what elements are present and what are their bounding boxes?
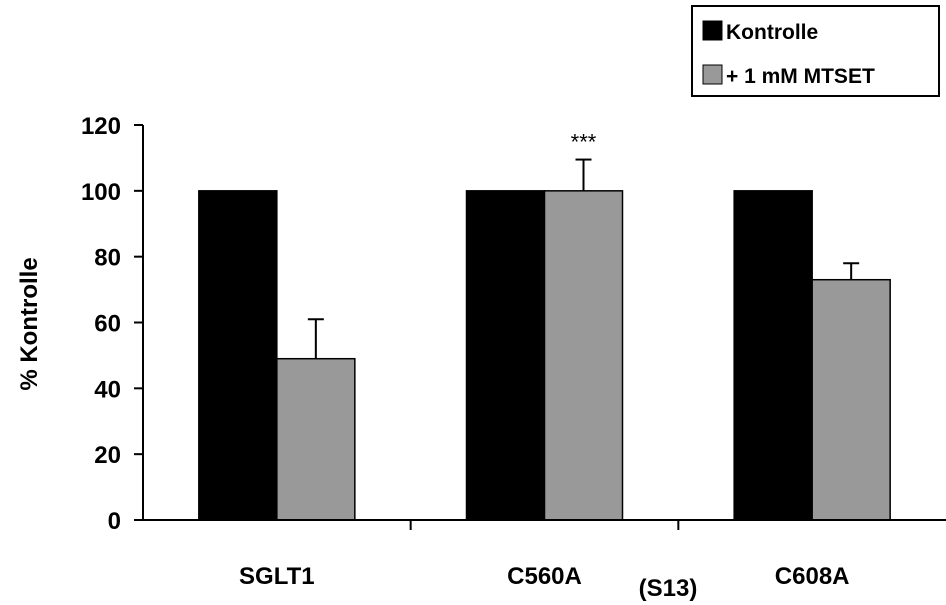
x-category-label-c608a: C608A	[775, 563, 850, 590]
legend: Kontrolle + 1 mM MTSET	[691, 5, 940, 97]
bar-1-mm-mtset-sglt1	[276, 357, 356, 521]
bar-kontrolle-c560a	[465, 190, 546, 521]
legend-box	[691, 5, 940, 97]
y-tick-label: 100	[81, 179, 121, 206]
bar-1-mm-mtset-c608a	[811, 278, 891, 521]
significance-marker: ***	[571, 130, 597, 155]
bar-1-mm-mtset-c560a	[543, 190, 624, 521]
legend-label-kontrolle: Kontrolle	[726, 21, 818, 44]
y-axis-title: % Kontrolle	[16, 257, 43, 390]
y-tick-label: 0	[108, 508, 121, 535]
y-tick-label: 80	[94, 245, 121, 272]
y-tick-label: 60	[94, 311, 121, 338]
bars-layer	[198, 158, 891, 521]
legend-label-mtset: + 1 mM MTSET	[726, 65, 875, 88]
bar-kontrolle-c608a	[733, 190, 813, 521]
y-tick-label: 20	[94, 442, 121, 469]
legend-swatch-kontrolle	[702, 20, 723, 41]
x-category-label-c560a: C560A	[507, 563, 582, 590]
y-tick-label: 120	[81, 113, 121, 140]
legend-swatch-mtset	[702, 64, 723, 85]
bar-kontrolle-sglt1	[198, 190, 278, 521]
annotation-s13: (S13)	[639, 575, 698, 602]
axes-layer: *** 0 20 40 60 80 100 120 SGLT1 C560A C608A	[81, 113, 946, 590]
x-category-label-sglt1: SGLT1	[239, 563, 315, 590]
y-tick-label: 40	[94, 376, 121, 403]
